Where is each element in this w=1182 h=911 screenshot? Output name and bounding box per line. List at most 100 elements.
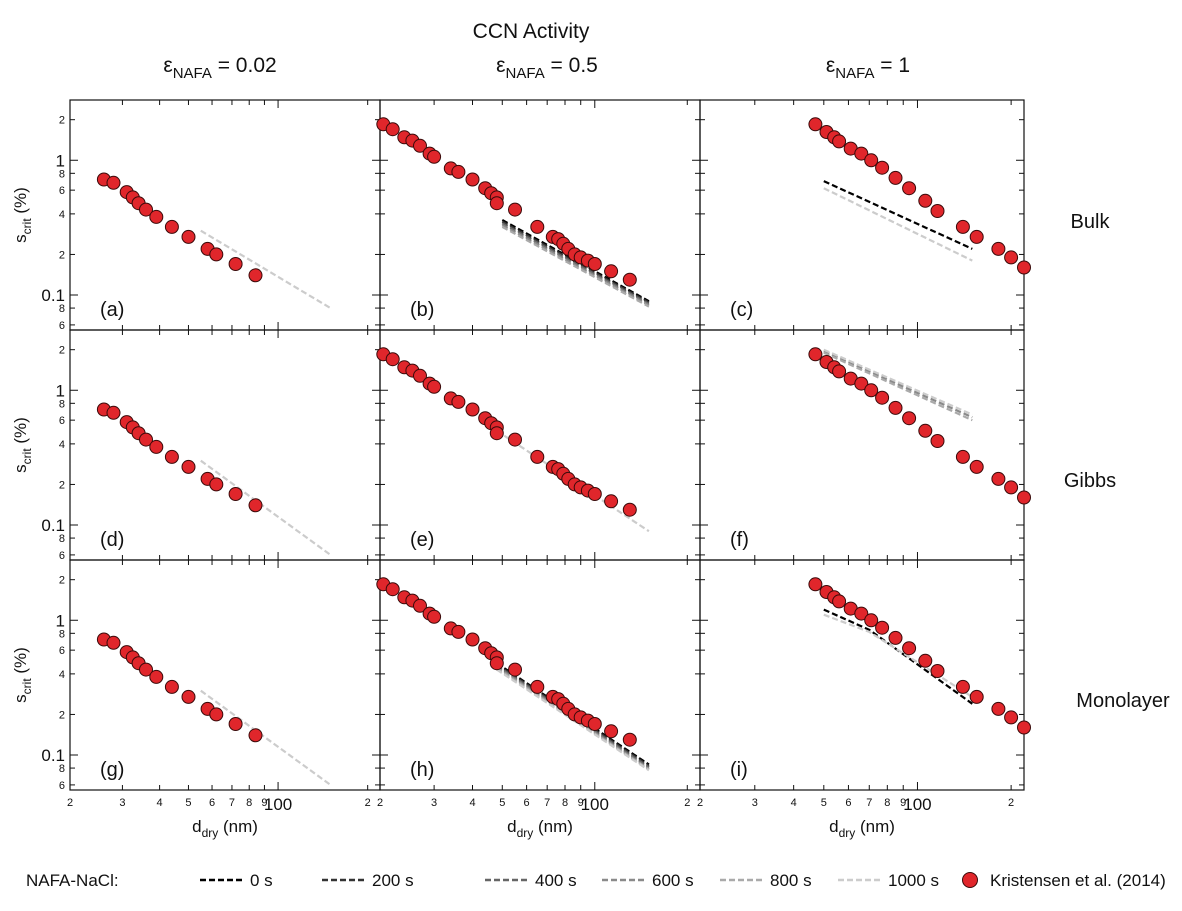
model-line-1000s: [200, 229, 332, 310]
x-tick-label: 8: [246, 797, 252, 809]
x-tick-label: 2: [1008, 797, 1014, 809]
data-point: [888, 630, 903, 645]
y-tick-label: 8: [59, 168, 65, 180]
panel-c: (c): [699, 99, 1031, 331]
data-point: [955, 449, 970, 464]
data-point: [489, 196, 504, 211]
y-tick-label: 6: [59, 185, 65, 197]
column-header-2: εNAFA = 0.5: [496, 54, 598, 82]
x-tick-label: 7: [544, 797, 550, 809]
data-point: [587, 487, 602, 501]
panel-frame: [699, 99, 1025, 331]
panel-label: (g): [100, 759, 124, 781]
column-header-1-symbol: ε: [163, 54, 172, 77]
x-tick-label: 8: [884, 797, 890, 809]
legend-label-800s: 800 s: [770, 871, 812, 890]
column-header-3-value: = 1: [874, 54, 910, 77]
x-tick-label: 3: [431, 797, 437, 809]
data-point: [139, 202, 153, 217]
data-point: [427, 379, 442, 394]
data-point: [875, 390, 890, 405]
data-point: [955, 679, 970, 694]
panel-label: (a): [100, 299, 124, 321]
data-point: [969, 689, 984, 704]
legend: NAFA-NaCl: 0 s 200 s 400 s 600 s 800 s 1000 s…: [26, 871, 1166, 890]
data-point: [604, 724, 619, 739]
y-tick-label: 2: [59, 115, 65, 127]
x-tick-label: 7: [229, 797, 235, 809]
data-point: [969, 229, 984, 244]
y-axis-label-main: s: [11, 464, 30, 473]
x-tick-label: 2: [684, 797, 690, 809]
model-line-600s: [501, 224, 650, 307]
data-point: [1004, 710, 1019, 725]
x-tick-label: 2: [67, 797, 73, 809]
data-point: [385, 582, 400, 597]
y-axis-label-unit: (%): [11, 417, 30, 448]
data-point: [139, 662, 153, 677]
data-point: [164, 219, 179, 234]
legend-label-400s: 400 s: [535, 871, 577, 890]
x-tick-label: 3: [752, 797, 758, 809]
data-point: [1017, 260, 1031, 275]
model-line-1000s: [200, 689, 332, 786]
row-label-bulk: Bulk: [1071, 211, 1111, 233]
y-tick-label: 4: [59, 669, 65, 681]
legend-title: NAFA-NaCl:: [26, 871, 119, 890]
y-axis-label-sub: crit: [20, 678, 34, 695]
x-tick-label: 8: [562, 797, 568, 809]
panel-frame: [69, 329, 381, 561]
y-tick-label: 1: [56, 611, 65, 630]
y-tick-label: 0.1: [41, 516, 65, 535]
panel-label: (h): [410, 759, 434, 781]
data-point: [530, 219, 545, 234]
model-line-1000s: [823, 613, 973, 698]
data-point: [888, 400, 903, 415]
data-point: [413, 138, 427, 153]
x-axis-label-main: d: [829, 817, 838, 836]
panel-f: (f): [699, 329, 1031, 561]
y-tick-label: 6: [59, 320, 65, 332]
panel-label: (e): [410, 529, 434, 551]
x-tick-label: 100: [903, 795, 931, 814]
data-point: [508, 432, 522, 447]
legend-marker-label: Kristensen et al. (2014): [990, 871, 1166, 890]
legend-label-200s: 200 s: [372, 871, 414, 890]
y-tick-label: 6: [59, 645, 65, 657]
data-point: [918, 193, 933, 208]
data-point: [248, 728, 263, 743]
y-axis-label: scrit (%): [11, 187, 34, 243]
data-point: [164, 449, 179, 464]
data-point: [106, 405, 121, 420]
y-axis-label-main: s: [11, 694, 30, 703]
x-tick-label: 9: [900, 797, 906, 809]
data-point: [385, 352, 400, 367]
x-axis-label-sub: dry: [202, 826, 219, 840]
y-tick-label: 2: [59, 709, 65, 721]
data-point: [991, 471, 1006, 486]
data-point: [622, 502, 637, 517]
data-point: [1004, 250, 1019, 265]
data-point: [228, 487, 243, 501]
legend-marker: [962, 872, 978, 888]
y-axis-label-main: s: [11, 234, 30, 243]
y-tick-label: 8: [59, 763, 65, 775]
data-point: [991, 241, 1006, 256]
data-point: [832, 364, 847, 379]
data-point: [489, 426, 504, 441]
data-point: [875, 620, 890, 635]
data-point: [149, 209, 164, 224]
data-point: [1017, 720, 1031, 735]
x-axis-label: ddry (nm): [507, 817, 573, 840]
y-tick-label: 1: [56, 381, 65, 400]
y-tick-label: 6: [59, 780, 65, 792]
y-tick-label: 0.1: [41, 286, 65, 305]
column-header-3: εNAFA = 1: [826, 54, 910, 82]
legend-label-1000s: 1000 s: [888, 871, 939, 890]
data-point: [875, 160, 890, 175]
row-label-monolayer: Monolayer: [1076, 690, 1170, 712]
data-point: [587, 257, 602, 271]
y-tick-label: 6: [59, 415, 65, 427]
